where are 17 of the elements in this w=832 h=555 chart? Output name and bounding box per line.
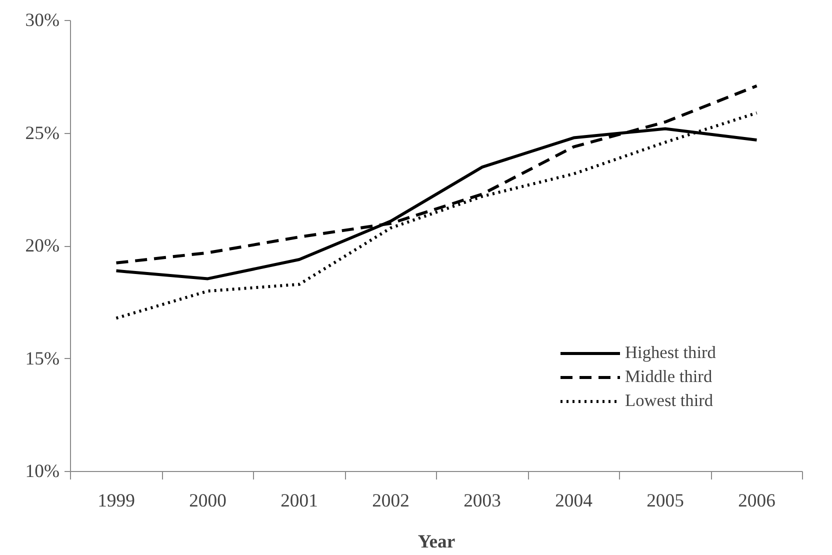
y-tick-label: 20% xyxy=(25,236,60,256)
x-tick-label: 2005 xyxy=(646,490,684,512)
x-tick-label: 2002 xyxy=(372,490,410,512)
x-tick-label: 2000 xyxy=(189,490,226,512)
y-tick-label: 10% xyxy=(25,461,60,482)
x-tick-label: 2003 xyxy=(464,490,501,512)
x-tick-label: 2001 xyxy=(280,490,318,512)
x-axis-title: Year xyxy=(418,532,456,552)
x-tick-label: 2004 xyxy=(555,490,594,512)
legend-label: Lowest third xyxy=(625,391,714,411)
y-tick-label: 15% xyxy=(25,348,60,370)
legend-label: Middle third xyxy=(625,367,712,387)
x-tick-label: 1999 xyxy=(98,490,135,512)
y-tick-label: 30% xyxy=(25,10,60,31)
legend-label: Highest third xyxy=(625,343,716,363)
x-tick-label: 2006 xyxy=(738,490,776,512)
y-tick-label: 25% xyxy=(25,122,60,144)
